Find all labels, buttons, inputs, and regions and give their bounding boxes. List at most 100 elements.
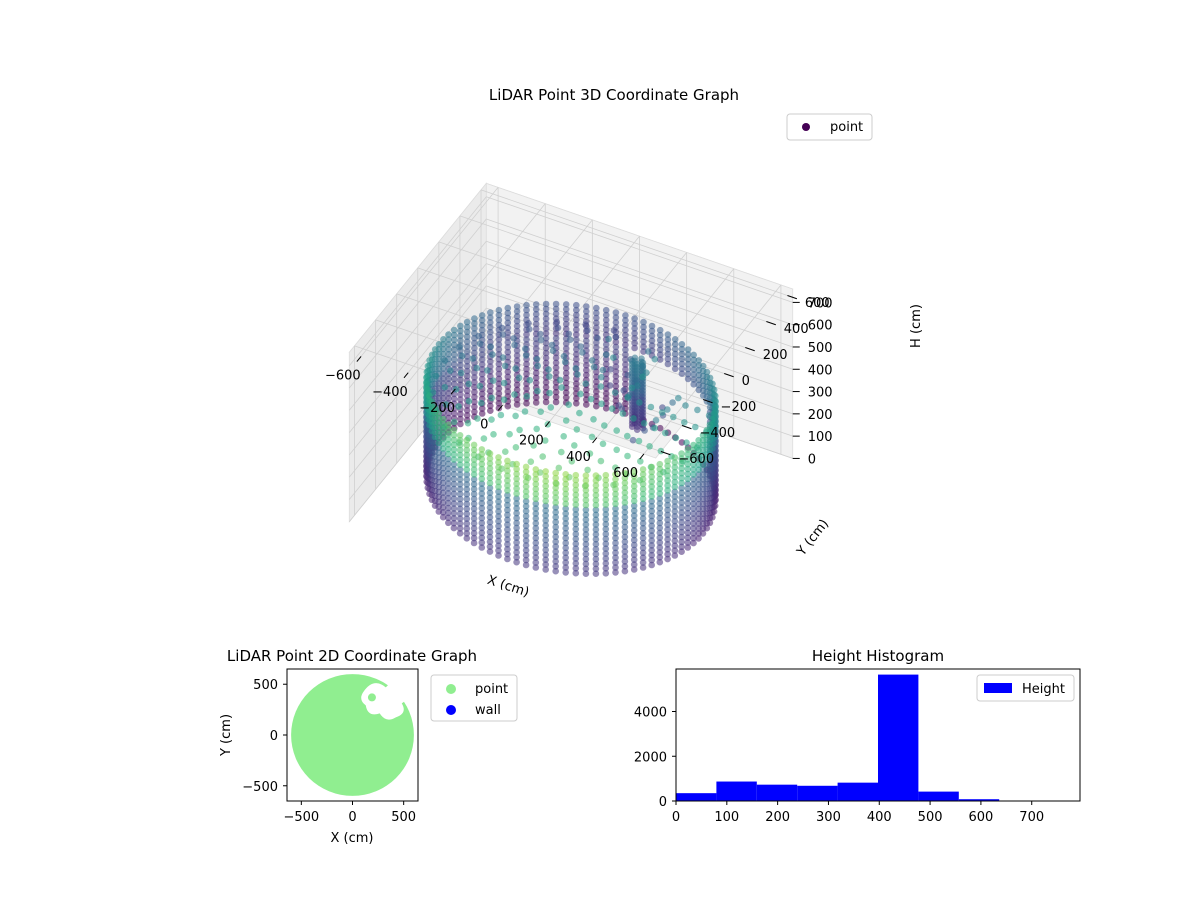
data-point bbox=[542, 359, 550, 367]
data-point bbox=[562, 485, 569, 493]
data-point bbox=[478, 460, 486, 468]
data-point bbox=[582, 536, 590, 543]
data-point bbox=[522, 352, 530, 359]
data-point bbox=[592, 531, 600, 538]
data-point bbox=[611, 389, 619, 396]
data-point bbox=[512, 365, 519, 372]
data-point bbox=[610, 327, 618, 334]
data-point bbox=[450, 418, 458, 426]
data-point bbox=[522, 345, 529, 353]
data-point bbox=[542, 305, 550, 313]
data-point bbox=[478, 321, 486, 329]
data-point bbox=[469, 355, 477, 362]
data-point bbox=[582, 545, 590, 553]
histogram-bar bbox=[797, 785, 838, 801]
data-point bbox=[572, 530, 580, 538]
data-point bbox=[582, 487, 590, 494]
data-point bbox=[588, 357, 596, 364]
data-point bbox=[656, 554, 664, 561]
data-point bbox=[463, 510, 471, 518]
data-point bbox=[669, 399, 676, 406]
data-point bbox=[706, 421, 714, 429]
data-point bbox=[555, 464, 563, 472]
data-point bbox=[532, 399, 540, 406]
x-tick-label: 0 bbox=[480, 417, 488, 432]
data-point bbox=[450, 331, 458, 339]
data-point bbox=[582, 321, 589, 328]
data-point bbox=[684, 514, 692, 522]
data-point bbox=[690, 351, 697, 359]
data-point bbox=[694, 406, 701, 414]
data-point bbox=[573, 316, 580, 324]
data-point bbox=[456, 461, 464, 469]
data-point bbox=[639, 475, 647, 483]
data-point bbox=[621, 499, 629, 506]
histogram-ticks: 0 100 200 300 400 500 600 700 0 2000 4000 bbox=[634, 706, 1044, 825]
data-point bbox=[552, 504, 559, 511]
data-point bbox=[695, 530, 702, 537]
data-point bbox=[470, 520, 478, 527]
data-point bbox=[445, 431, 452, 438]
data-point bbox=[504, 496, 511, 504]
data-point bbox=[523, 301, 530, 309]
data-point bbox=[450, 356, 458, 363]
data-point bbox=[621, 567, 629, 575]
data-point bbox=[495, 493, 502, 501]
data-point bbox=[445, 336, 452, 343]
data-point bbox=[648, 507, 655, 515]
data-point bbox=[478, 514, 486, 522]
data-point bbox=[695, 525, 702, 532]
data-point bbox=[495, 508, 502, 515]
data-point bbox=[621, 548, 629, 555]
data-point bbox=[573, 351, 580, 358]
data-point bbox=[542, 546, 549, 554]
data-point bbox=[445, 421, 452, 429]
data-point bbox=[439, 479, 447, 487]
data-point bbox=[622, 346, 629, 354]
data-point bbox=[513, 558, 520, 566]
data-point bbox=[684, 346, 692, 353]
data-point bbox=[452, 386, 460, 393]
y-tick-label: 400 bbox=[784, 322, 809, 337]
data-point bbox=[602, 535, 610, 543]
data-point bbox=[532, 315, 540, 323]
data-point bbox=[495, 336, 503, 343]
data-point bbox=[532, 510, 540, 517]
data-point bbox=[648, 532, 655, 539]
data-point bbox=[478, 405, 486, 412]
data-point bbox=[495, 370, 503, 378]
data-point bbox=[439, 455, 447, 462]
data-point bbox=[583, 357, 590, 364]
data-point bbox=[678, 504, 685, 511]
data-point bbox=[445, 346, 452, 353]
data-point bbox=[635, 437, 643, 445]
data-point bbox=[571, 442, 578, 449]
data-point bbox=[572, 511, 580, 518]
data-point bbox=[533, 425, 540, 433]
data-point bbox=[463, 466, 471, 473]
data-point bbox=[671, 473, 679, 481]
data-point bbox=[593, 319, 600, 327]
data-point bbox=[486, 543, 494, 550]
data-point bbox=[532, 520, 540, 527]
data-point bbox=[457, 415, 464, 423]
data-point bbox=[671, 552, 679, 559]
data-point bbox=[592, 487, 600, 494]
data-point bbox=[598, 373, 605, 381]
data-point bbox=[522, 542, 530, 549]
data-point bbox=[572, 496, 580, 504]
data-point bbox=[582, 521, 590, 528]
data-point bbox=[695, 441, 702, 449]
data-point bbox=[542, 330, 550, 337]
chart-3d-ticks: −600−400−2000200400600−600−400−200020040… bbox=[325, 295, 833, 481]
data-point bbox=[552, 364, 560, 372]
data-point bbox=[542, 541, 549, 549]
data-point bbox=[552, 335, 560, 342]
data-point bbox=[513, 529, 520, 537]
data-point bbox=[690, 466, 697, 473]
data-point bbox=[628, 357, 636, 365]
y-tick-label: −500 bbox=[242, 780, 278, 795]
data-point bbox=[457, 361, 464, 369]
histogram-frame bbox=[675, 668, 1081, 802]
data-point bbox=[532, 534, 540, 542]
